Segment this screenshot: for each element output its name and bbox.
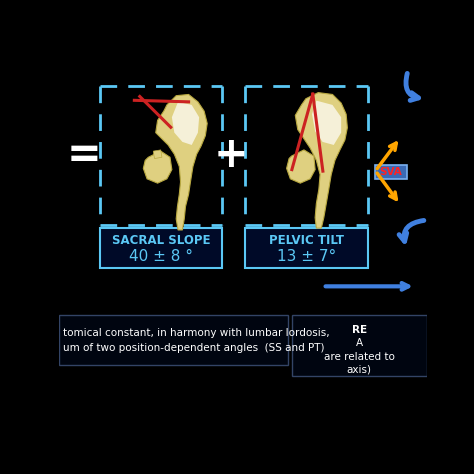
FancyBboxPatch shape (59, 315, 288, 365)
Text: tomical constant, in harmony with lumbar lordosis,: tomical constant, in harmony with lumbar… (63, 328, 330, 337)
FancyBboxPatch shape (100, 228, 222, 268)
Text: axis): axis) (346, 365, 372, 374)
Polygon shape (143, 151, 172, 183)
FancyBboxPatch shape (292, 315, 427, 376)
Polygon shape (295, 92, 347, 228)
Text: SACRAL SLOPE: SACRAL SLOPE (111, 235, 210, 247)
Text: 40 ± 8 °: 40 ± 8 ° (129, 249, 193, 264)
FancyBboxPatch shape (374, 165, 407, 179)
Text: +: + (214, 135, 249, 176)
Text: RE: RE (352, 325, 367, 335)
Polygon shape (172, 102, 199, 145)
FancyBboxPatch shape (245, 228, 368, 268)
Text: =: = (67, 135, 101, 176)
Text: SVA: SVA (380, 167, 402, 177)
Text: are related to: are related to (324, 352, 395, 362)
Polygon shape (156, 94, 207, 230)
Text: PELVIC TILT: PELVIC TILT (269, 235, 344, 247)
Polygon shape (153, 150, 162, 158)
Text: um of two position-dependent angles  (SS and PT): um of two position-dependent angles (SS … (63, 343, 325, 353)
Text: 13 ± 7°: 13 ± 7° (277, 249, 336, 264)
Text: A: A (356, 338, 363, 348)
Polygon shape (287, 150, 315, 183)
Polygon shape (312, 100, 341, 145)
